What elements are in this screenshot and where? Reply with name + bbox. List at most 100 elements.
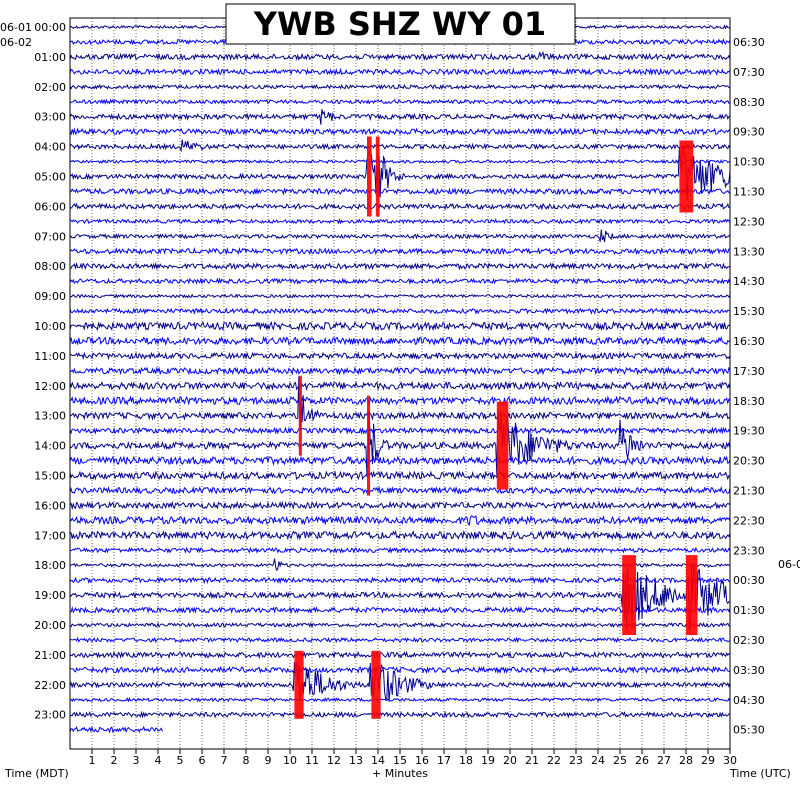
trace-row <box>69 380 731 392</box>
clipped-event <box>686 555 698 636</box>
x-tick-label: 6 <box>199 754 206 767</box>
x-tick-label: 16 <box>415 754 429 767</box>
right-time-label: 05:30 <box>733 724 765 737</box>
trace-row <box>69 530 731 541</box>
trace-row <box>69 409 731 478</box>
x-tick-label: 25 <box>613 754 627 767</box>
x-tick-label: 3 <box>133 754 140 767</box>
left-time-label: 03:00 <box>34 111 66 124</box>
x-tick-label: 8 <box>243 754 250 767</box>
right-time-label: 15:30 <box>733 305 765 318</box>
x-tick-label: 5 <box>177 754 184 767</box>
trace-row <box>69 202 731 211</box>
right-time-label: 17:30 <box>733 365 765 378</box>
x-tick-label: 22 <box>547 754 561 767</box>
x-tick-label: 7 <box>221 754 228 767</box>
x-tick-label: 27 <box>657 754 671 767</box>
right-axis-label: Time (UTC) <box>729 767 791 780</box>
left-time-label: 21:00 <box>34 649 66 662</box>
trace-row <box>69 697 731 703</box>
left-time-label: 11:00 <box>34 350 66 363</box>
left-time-label: 18:00 <box>34 559 66 572</box>
x-tick-label: 29 <box>701 754 715 767</box>
trace-row <box>69 159 731 165</box>
trace-row <box>69 229 731 243</box>
clipped-event <box>496 401 509 490</box>
left-time-label: 10:00 <box>34 320 66 333</box>
trace-row <box>69 665 731 675</box>
trace-row <box>69 50 731 62</box>
x-tick-label: 19 <box>481 754 495 767</box>
trace-row <box>69 187 731 196</box>
left-time-label: 23:00 <box>34 709 66 722</box>
trace-row <box>69 455 731 466</box>
trace-row <box>69 576 731 585</box>
right-time-label: 16:30 <box>733 335 765 348</box>
left-time-label: 13:00 <box>34 410 66 423</box>
clipped-event <box>294 650 304 719</box>
right-time-label: 04:30 <box>733 694 765 707</box>
left-time-label: 01:00 <box>34 51 66 64</box>
left-time-label: 00:00 <box>34 21 66 34</box>
trace-row <box>69 67 731 77</box>
clipped-event <box>622 555 637 636</box>
left-time-label: 16:00 <box>34 499 66 512</box>
x-tick-label: 24 <box>591 754 605 767</box>
trace-row <box>69 636 731 644</box>
right-time-label: 12:30 <box>733 215 765 228</box>
trace-row <box>69 139 731 153</box>
trace-row <box>69 366 731 376</box>
left-time-labels: 00:00 01:00 02:00 03:00 04:00 05:00 06:00 07:00… <box>34 21 66 722</box>
chart-title: YWB SHZ WY 01 <box>253 5 546 43</box>
trace-row <box>69 605 731 615</box>
right-time-label: 07:30 <box>733 66 765 79</box>
right-time-label: 18:30 <box>733 395 765 408</box>
right-time-label: 14:30 <box>733 275 765 288</box>
right-time-label: 20:30 <box>733 455 765 468</box>
x-tick-label: 20 <box>503 754 517 767</box>
right-time-label: 22:30 <box>733 514 765 527</box>
left-time-label: 08:00 <box>34 260 66 273</box>
left-date-top: 06-01 <box>0 21 32 34</box>
trace-row <box>69 145 731 201</box>
trace-row <box>69 563 731 631</box>
right-time-label: 09:30 <box>733 126 765 139</box>
trace-row <box>69 514 731 527</box>
right-time-label: 10:30 <box>733 156 765 169</box>
clipped-event <box>367 395 371 496</box>
clipped-event <box>679 140 694 213</box>
trace-row <box>69 83 731 90</box>
trace-row <box>69 293 731 299</box>
x-tick-label: 2 <box>111 754 118 767</box>
x-tick-label: 14 <box>371 754 385 767</box>
left-axis-label: Time (MDT) <box>4 767 69 780</box>
right-time-label: 13:30 <box>733 245 765 258</box>
x-tick-label: 1 <box>89 754 96 767</box>
clipped-event <box>375 136 380 217</box>
right-time-label: 01:30 <box>733 604 765 617</box>
x-axis-label: + Minutes <box>372 767 428 780</box>
trace-row <box>69 621 731 629</box>
trace-row <box>70 558 731 572</box>
right-time-label: 03:30 <box>733 664 765 677</box>
x-tick-label: 21 <box>525 754 539 767</box>
right-time-label: 00:30 <box>733 574 765 587</box>
x-tick-label: 26 <box>635 754 649 767</box>
x-tick-label: 11 <box>305 754 319 767</box>
left-time-label: 17:00 <box>34 529 66 542</box>
trace-row <box>69 277 731 285</box>
clipped-event <box>298 375 302 456</box>
x-tick-label: 9 <box>265 754 272 767</box>
trace-row <box>69 662 731 702</box>
right-date-mid: 06-0 <box>778 558 800 571</box>
trace-row <box>69 500 731 511</box>
left-time-label: 02:00 <box>34 81 66 94</box>
trace-row <box>69 127 731 136</box>
title-box <box>225 3 576 45</box>
clipped-event <box>371 650 381 719</box>
trace-row <box>69 307 731 316</box>
left-time-label: 20:00 <box>34 619 66 632</box>
right-time-label: 02:30 <box>733 634 765 647</box>
trace-row <box>69 335 731 347</box>
